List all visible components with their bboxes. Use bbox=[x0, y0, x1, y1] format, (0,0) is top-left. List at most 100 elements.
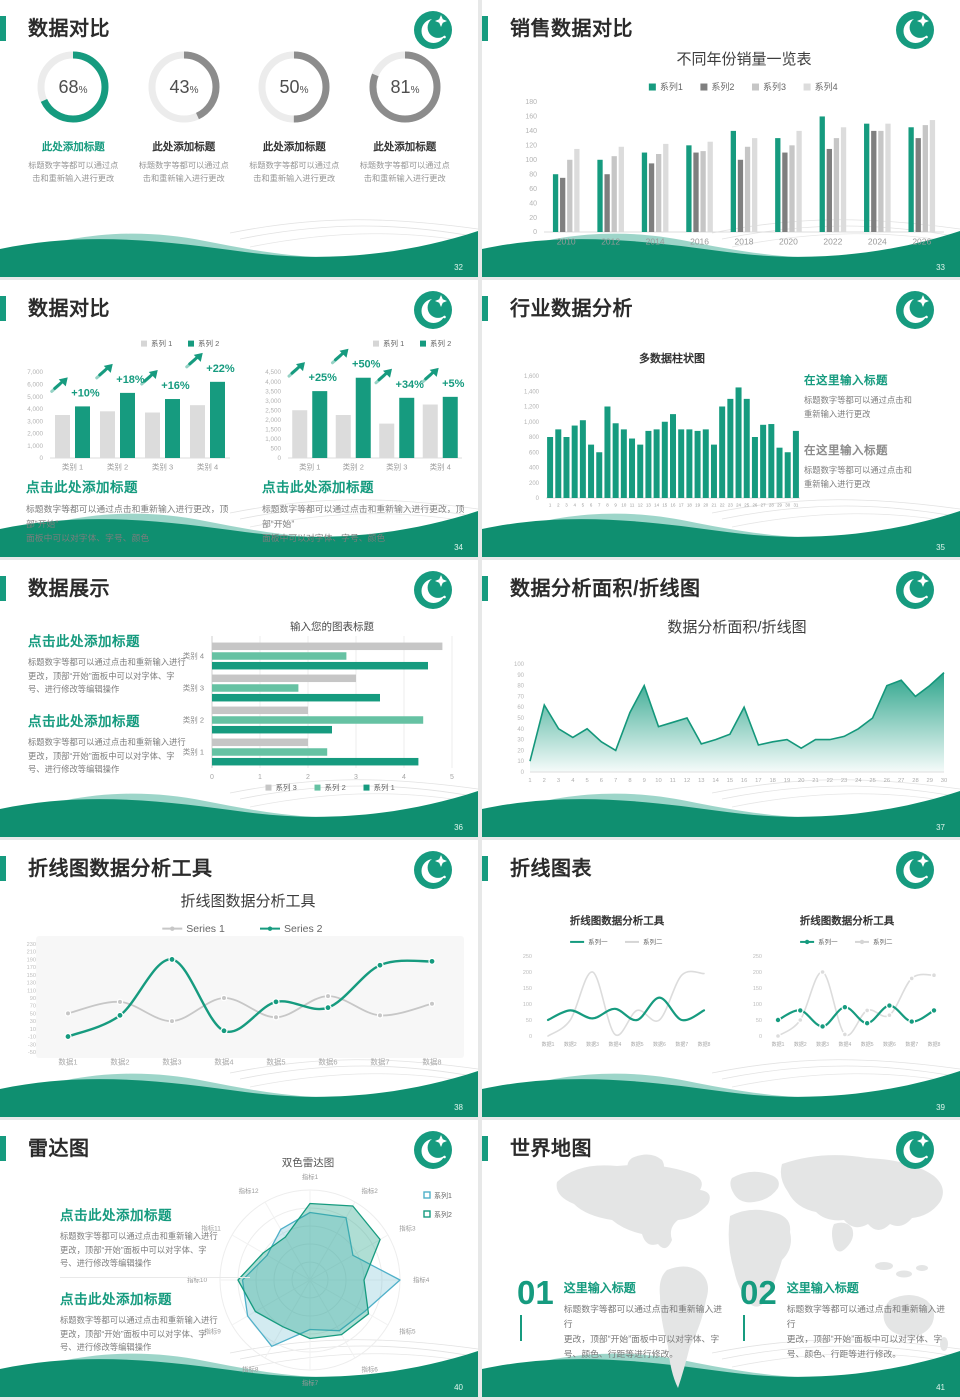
svg-text:+22%: +22% bbox=[206, 363, 235, 375]
multi-column-chart: 多数据柱状图 0 200 400 600 800 1,000 1,200 1,400 1,600 1… bbox=[482, 280, 960, 557]
block-title: 在这里输入标题 bbox=[804, 445, 888, 457]
brand-logo-icon bbox=[413, 850, 453, 890]
slide-39-line-charts-pair[interactable]: 折线图表 折线图数据分析工具 系列一 系列二 0 50 100 150 200 250 数据1 数据… bbox=[482, 840, 960, 1117]
svg-text:31: 31 bbox=[793, 502, 798, 507]
svg-text:3,500: 3,500 bbox=[265, 388, 281, 395]
svg-text:指标8: 指标8 bbox=[242, 1364, 259, 1373]
page-number: 40 bbox=[454, 1383, 463, 1392]
slide-41-world-map[interactable]: 世界地图 01 bbox=[482, 1120, 960, 1397]
callout-number-col: 02 bbox=[740, 1276, 777, 1362]
svg-text:25: 25 bbox=[744, 502, 749, 507]
slide-title: 折线图数据分析工具 bbox=[28, 858, 213, 880]
brand-logo-icon bbox=[413, 570, 453, 610]
stat-desc: 标题数字等都可以通过点 击和重新输入进行更改 bbox=[138, 161, 229, 183]
world-map-graphic bbox=[482, 1120, 960, 1397]
svg-text:3: 3 bbox=[557, 778, 560, 784]
svg-text:数据4: 数据4 bbox=[214, 1057, 233, 1067]
page-number: 35 bbox=[936, 543, 945, 552]
svg-text:7: 7 bbox=[598, 502, 601, 507]
svg-text:0: 0 bbox=[533, 229, 537, 236]
slide-34-data-comparison-growth[interactable]: 数据对比 系列 1 系列 2 0 1,000 2,000 3,000 4,000 5,000 6… bbox=[0, 280, 478, 557]
svg-text:100: 100 bbox=[523, 1002, 532, 1008]
slide-40-radar-chart[interactable]: 雷达图 双色雷达图 指标1 指标2 指标3 指标4 指标5 指标6 指标7 指标8 指标9 指标10… bbox=[0, 1120, 478, 1397]
area-chart: 数据分析面积/折线图 0 10 20 30 40 50 60 70 80 90 100 1 2 3 4 5 6 7 8… bbox=[482, 560, 960, 837]
svg-text:2026: 2026 bbox=[912, 237, 931, 247]
growth-bar-charts: 系列 1 系列 2 0 1,000 2,000 3,000 4,000 5,000 6,000 7… bbox=[0, 280, 478, 557]
svg-text:5: 5 bbox=[450, 774, 454, 781]
horizontal-bar-chart: 输入您的图表标题 0 1 2 3 4 5 类别 4 类别 3 类别 2 类别 1 系列 3 系列 2 系列… bbox=[0, 560, 478, 837]
svg-text:0: 0 bbox=[759, 1034, 762, 1040]
svg-text:2: 2 bbox=[557, 502, 560, 507]
brand-logo-icon bbox=[895, 850, 935, 890]
svg-text:数据2: 数据2 bbox=[110, 1057, 129, 1067]
svg-text:21: 21 bbox=[812, 778, 818, 784]
svg-text:数据7: 数据7 bbox=[675, 1041, 688, 1048]
svg-text:800: 800 bbox=[529, 435, 540, 441]
svg-text:3,000: 3,000 bbox=[27, 418, 43, 425]
text-block: 点击此处添加标题 标题数字等都可以通过点击和重新输入进行更改，顶部“开始”面板中… bbox=[26, 476, 236, 546]
svg-text:数据4: 数据4 bbox=[838, 1041, 851, 1048]
world-map-silhouette bbox=[556, 1154, 948, 1388]
svg-text:类别 1: 类别 1 bbox=[183, 747, 204, 757]
svg-text:类别 4: 类别 4 bbox=[430, 462, 451, 472]
text-block: 点击此处添加标题 标题数字等都可以通过点击和重新输入进行更改，顶部“开始”面板中… bbox=[262, 476, 472, 546]
svg-text:折线图数据分析工具: 折线图数据分析工具 bbox=[570, 914, 665, 927]
svg-text:数据1: 数据1 bbox=[58, 1057, 77, 1067]
slide-32-data-comparison-donuts[interactable]: 数据对比 68% 此处添加标题 标题数字等都可以通过点 击和重新输入进行更改 43… bbox=[0, 0, 478, 277]
svg-text:140: 140 bbox=[525, 128, 537, 135]
svg-text:指标3: 指标3 bbox=[399, 1224, 416, 1233]
text-block: 点击此处添加标题 标题数字等都可以通过点击和重新输入进行更改，顶部“开始”面板中… bbox=[60, 1204, 250, 1271]
svg-text:类别 2: 类别 2 bbox=[107, 462, 128, 472]
text-block: 在这里输入标题 标题数字等都可以通过点击和 重新输入进行更改 bbox=[804, 442, 954, 491]
slide-33-sales-data-comparison[interactable]: 销售数据对比 不同年份销量一览表 系列1 系列2 系列3 系列4 0 20 40 60 80 100… bbox=[482, 0, 960, 277]
svg-text:数据6: 数据6 bbox=[883, 1041, 896, 1048]
title-accent-bar bbox=[482, 856, 488, 881]
svg-text:50: 50 bbox=[30, 1011, 36, 1017]
svg-text:1: 1 bbox=[528, 778, 531, 784]
svg-text:50%: 50% bbox=[280, 77, 309, 97]
svg-text:双色雷达图: 双色雷达图 bbox=[282, 1156, 335, 1169]
svg-text:类别 1: 类别 1 bbox=[62, 462, 83, 472]
svg-text:15: 15 bbox=[727, 778, 733, 784]
svg-text:折线图数据分析工具: 折线图数据分析工具 bbox=[800, 914, 895, 927]
svg-text:190: 190 bbox=[27, 957, 36, 963]
slide-title: 销售数据对比 bbox=[510, 18, 633, 40]
svg-text:30: 30 bbox=[941, 778, 947, 784]
svg-text:类别 3: 类别 3 bbox=[183, 683, 204, 693]
donut-stat-item: 43% 此处添加标题 标题数字等都可以通过点 击和重新输入进行更改 bbox=[133, 48, 236, 185]
slide-36-data-display-hbar[interactable]: 数据展示 输入您的图表标题 0 1 2 3 4 5 类别 4 类别 3 类别 2 类别 1 系列 3 系… bbox=[0, 560, 478, 837]
svg-text:0: 0 bbox=[39, 455, 43, 462]
svg-text:20: 20 bbox=[703, 502, 708, 507]
svg-text:14: 14 bbox=[712, 778, 719, 784]
svg-text:150: 150 bbox=[523, 986, 532, 992]
svg-text:26: 26 bbox=[752, 502, 757, 507]
svg-text:90: 90 bbox=[517, 673, 524, 679]
block-desc: 标题数字等都可以通过点击和重新输入进行更改，顶部“开始”面板中可以对字体、字号、… bbox=[262, 504, 465, 543]
donut-chart: 68% bbox=[22, 48, 125, 131]
svg-text:系列二: 系列二 bbox=[873, 937, 893, 946]
footer-wave bbox=[0, 219, 478, 277]
block-title: 点击此处添加标题 bbox=[28, 714, 140, 729]
svg-text:6: 6 bbox=[600, 778, 603, 784]
block-desc: 标题数字等都可以通过点击和重新输入进行更改，顶部“开始”面板中可以对字体、字号、… bbox=[26, 504, 229, 543]
svg-text:系列一: 系列一 bbox=[818, 937, 838, 946]
callout-accent-line bbox=[520, 1315, 522, 1341]
svg-text:数据7: 数据7 bbox=[905, 1041, 918, 1048]
svg-text:数据4: 数据4 bbox=[608, 1041, 621, 1048]
slide-title: 数据分析面积/折线图 bbox=[510, 578, 701, 600]
svg-text:18: 18 bbox=[769, 778, 775, 784]
dual-line-charts: 折线图数据分析工具 系列一 系列二 0 50 100 150 200 250 数据1 数据2 数据3 数… bbox=[482, 840, 960, 1117]
svg-text:指标10: 指标10 bbox=[187, 1275, 207, 1284]
svg-text:400: 400 bbox=[529, 466, 540, 472]
svg-text:系列1: 系列1 bbox=[434, 1191, 452, 1200]
svg-text:200: 200 bbox=[529, 481, 540, 487]
map-callout-1: 01 这里输入标题 标题数字等都可以通过点击和重新输入进行 更改，顶部“开始”面板… bbox=[517, 1276, 729, 1362]
svg-text:23: 23 bbox=[728, 502, 733, 507]
svg-text:10: 10 bbox=[655, 778, 661, 784]
svg-text:50: 50 bbox=[756, 1018, 762, 1024]
block-title: 点击此处添加标题 bbox=[262, 480, 374, 495]
slide-38-line-chart-tool[interactable]: 折线图数据分析工具 折线图数据分析工具 Series 1 Series 2 -50 -3… bbox=[0, 840, 478, 1117]
slide-37-area-line-chart[interactable]: 数据分析面积/折线图 数据分析面积/折线图 0 10 20 30 40 50 60 70 80 90… bbox=[482, 560, 960, 837]
svg-text:11: 11 bbox=[630, 502, 635, 507]
slide-35-industry-data-analysis[interactable]: 行业数据分析 多数据柱状图 0 200 400 600 800 1,000 1,200 1,40… bbox=[482, 280, 960, 557]
